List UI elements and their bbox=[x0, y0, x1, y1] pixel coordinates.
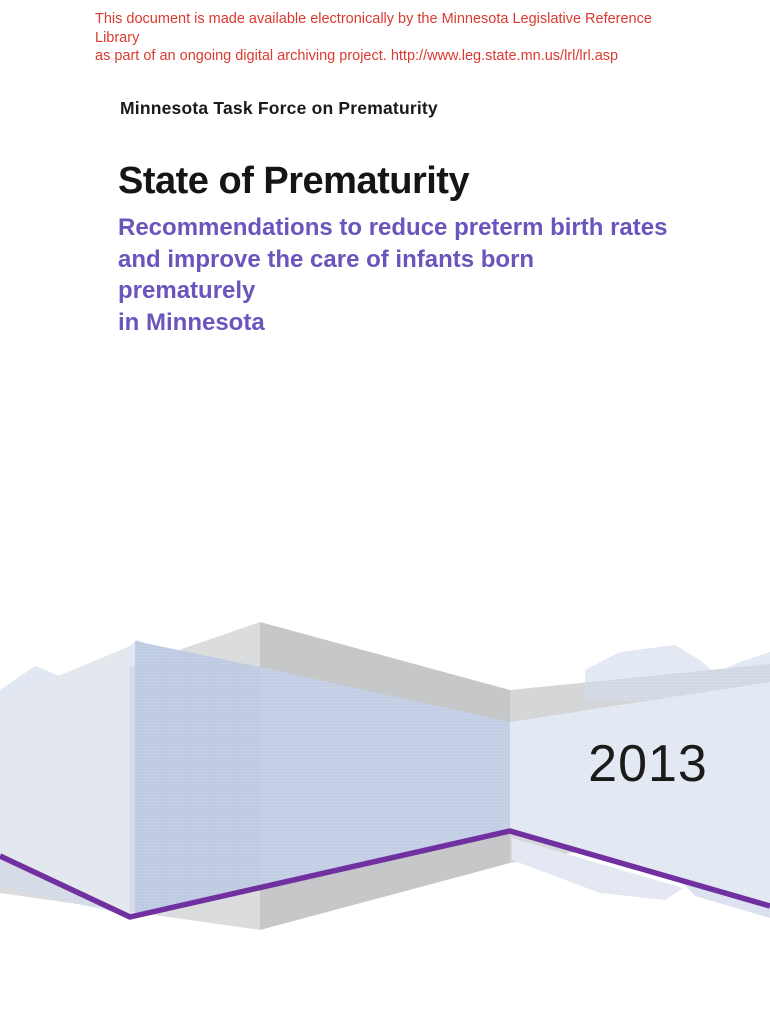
report-subtitle-line2: and improve the care of infants born pre… bbox=[118, 245, 535, 305]
organization-name: Minnesota Task Force on Prematurity bbox=[120, 98, 438, 118]
report-subtitle-line1: Recommendations to reduce preterm birth … bbox=[118, 214, 668, 241]
report-subtitle-line3: in Minnesota bbox=[118, 308, 265, 336]
library-disclaimer-line2: as part of an ongoing digital archiving … bbox=[95, 48, 619, 64]
ribbon-shadow-slivers bbox=[512, 838, 770, 918]
library-disclaimer: This document is made available electron… bbox=[95, 10, 695, 66]
library-disclaimer-line1: This document is made available electron… bbox=[95, 11, 652, 46]
report-subtitle: Recommendations to reduce preterm birth … bbox=[118, 212, 678, 338]
report-title: State of Prematurity bbox=[118, 160, 470, 202]
purple-ribbon-line bbox=[0, 828, 770, 920]
year-label: 2013 bbox=[588, 735, 708, 793]
